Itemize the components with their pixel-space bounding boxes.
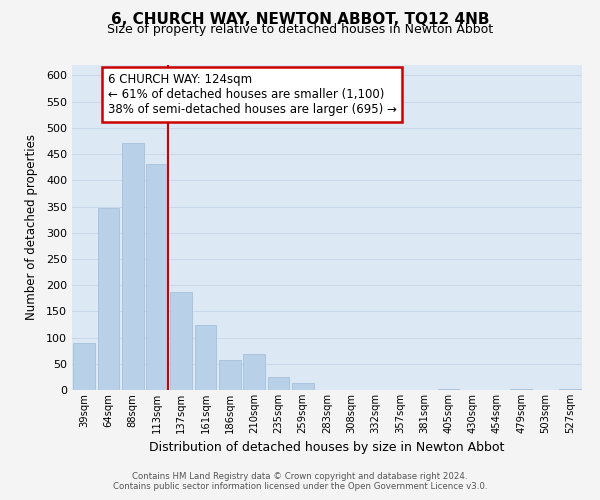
X-axis label: Distribution of detached houses by size in Newton Abbot: Distribution of detached houses by size … [149,442,505,454]
Y-axis label: Number of detached properties: Number of detached properties [25,134,38,320]
Bar [243,354,265,390]
Bar [97,208,119,390]
Bar [559,389,581,390]
Bar [73,343,95,390]
Bar [122,142,143,390]
Bar [292,383,314,390]
Bar [219,360,241,390]
Bar [194,325,217,390]
Bar [268,377,289,390]
Text: Contains HM Land Registry data © Crown copyright and database right 2024.: Contains HM Land Registry data © Crown c… [132,472,468,481]
Bar [511,389,532,390]
Bar [437,389,460,390]
Bar [146,164,168,390]
Bar [170,292,192,390]
Text: 6 CHURCH WAY: 124sqm
← 61% of detached houses are smaller (1,100)
38% of semi-de: 6 CHURCH WAY: 124sqm ← 61% of detached h… [108,73,397,116]
Text: 6, CHURCH WAY, NEWTON ABBOT, TQ12 4NB: 6, CHURCH WAY, NEWTON ABBOT, TQ12 4NB [111,12,489,28]
Text: Size of property relative to detached houses in Newton Abbot: Size of property relative to detached ho… [107,22,493,36]
Text: Contains public sector information licensed under the Open Government Licence v3: Contains public sector information licen… [113,482,487,491]
